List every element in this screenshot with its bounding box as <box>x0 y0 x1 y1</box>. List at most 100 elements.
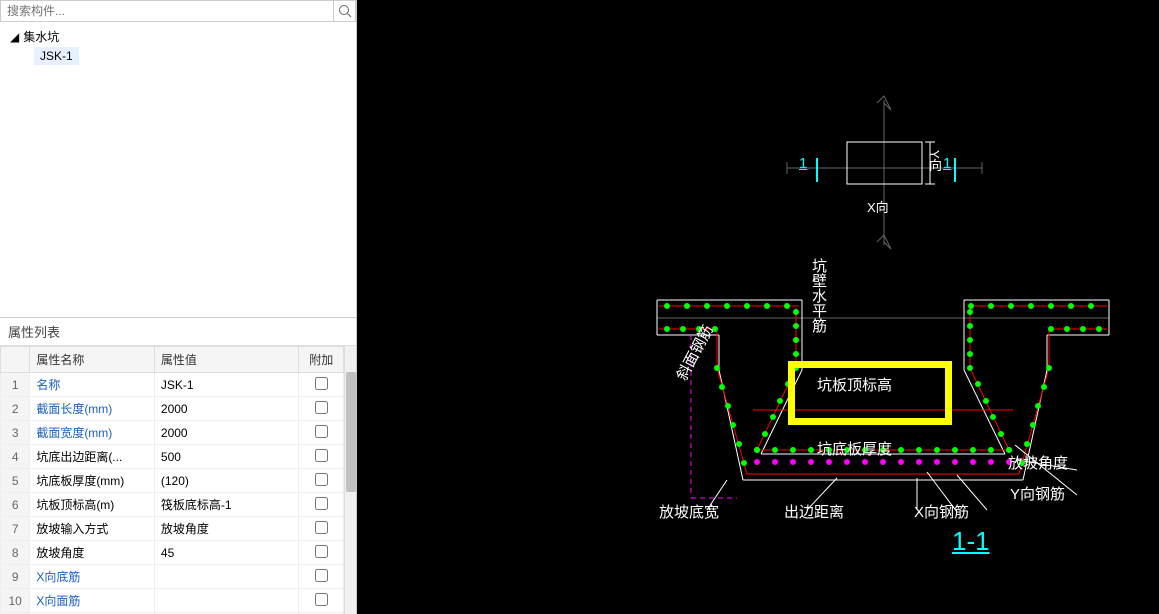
col-num <box>1 347 30 373</box>
prop-name-cell[interactable]: 坑底板厚度(mm) <box>30 469 155 493</box>
rebar-dot <box>793 351 799 357</box>
rebar-dot <box>664 303 670 309</box>
rebar-dot <box>714 365 720 371</box>
row-number: 6 <box>1 493 30 517</box>
table-row[interactable]: 9 X向底筋 <box>1 565 344 589</box>
col-name: 属性名称 <box>30 347 155 373</box>
table-row[interactable]: 3 截面宽度(mm) 2000 <box>1 421 344 445</box>
prop-name-cell[interactable]: 名称 <box>30 373 155 397</box>
prop-extra-cell[interactable] <box>299 493 344 517</box>
prop-value-cell[interactable]: 2000 <box>154 421 299 445</box>
extra-checkbox[interactable] <box>315 569 328 582</box>
rebar-dot <box>862 459 868 465</box>
rebar-dot <box>1048 326 1054 332</box>
x-rebar-label: X向钢筋 <box>914 501 969 522</box>
rebar-dot <box>808 447 814 453</box>
row-number: 7 <box>1 517 30 541</box>
prop-value-cell[interactable]: 2000 <box>154 397 299 421</box>
prop-name-cell[interactable]: X向底筋 <box>30 565 155 589</box>
rebar-dot <box>998 431 1004 437</box>
prop-value-cell[interactable]: 500 <box>154 445 299 469</box>
prop-name-cell[interactable]: 坑板顶标高(m) <box>30 493 155 517</box>
table-row[interactable]: 4 坑底出边距离(... 500 <box>1 445 344 469</box>
search-icon[interactable] <box>333 0 355 22</box>
prop-extra-cell[interactable] <box>299 541 344 565</box>
tree-root-item[interactable]: ◢ 集水坑 <box>6 26 350 47</box>
rebar-dot <box>808 459 814 465</box>
prop-name-cell[interactable]: 坑底出边距离(... <box>30 445 155 469</box>
prop-name-cell[interactable]: 截面长度(mm) <box>30 397 155 421</box>
out-distance-label: 出边距离 <box>784 501 844 522</box>
table-row[interactable]: 8 放坡角度 45 <box>1 541 344 565</box>
rebar-dot <box>844 459 850 465</box>
prop-value-cell[interactable]: 放坡角度 <box>154 517 299 541</box>
prop-extra-cell[interactable] <box>299 421 344 445</box>
rebar-dot <box>1008 303 1014 309</box>
rebar-dot <box>736 441 742 447</box>
row-number: 5 <box>1 469 30 493</box>
rebar-dot <box>1048 303 1054 309</box>
prop-name-cell[interactable]: X向面筋 <box>30 589 155 613</box>
prop-extra-cell[interactable] <box>299 373 344 397</box>
prop-value-cell[interactable]: 45 <box>154 541 299 565</box>
section-mark-right: 1 <box>943 155 951 172</box>
rebar-dot <box>744 303 750 309</box>
prop-extra-cell[interactable] <box>299 469 344 493</box>
table-row[interactable]: 2 截面长度(mm) 2000 <box>1 397 344 421</box>
tree-root-label: 集水坑 <box>23 28 59 45</box>
rebar-dot <box>790 459 796 465</box>
col-value: 属性值 <box>154 347 299 373</box>
rebar-dot <box>934 459 940 465</box>
table-row[interactable]: 6 坑板顶标高(m) 筏板底标高-1 <box>1 493 344 517</box>
extra-checkbox[interactable] <box>315 545 328 558</box>
prop-value-cell[interactable]: (120) <box>154 469 299 493</box>
extra-checkbox[interactable] <box>315 593 328 606</box>
prop-name-cell[interactable]: 放坡角度 <box>30 541 155 565</box>
prop-value-cell[interactable] <box>154 565 299 589</box>
rebar-dot <box>952 447 958 453</box>
prop-extra-cell[interactable] <box>299 517 344 541</box>
rebar-dot <box>1096 326 1102 332</box>
table-row[interactable]: 1 名称 JSK-1 <box>1 373 344 397</box>
section-title: 1-1 <box>952 526 990 557</box>
rebar-dot <box>793 323 799 329</box>
rebar-dot <box>754 447 760 453</box>
extra-checkbox[interactable] <box>315 425 328 438</box>
search-input[interactable] <box>1 2 333 20</box>
drawing-canvas[interactable]: 1 1 X向 Y向 坑壁水平筋 斜面钢筋 坑板顶标高 坑底板厚度 放坡角度 Y向… <box>357 0 1159 614</box>
extra-checkbox[interactable] <box>315 521 328 534</box>
extra-checkbox[interactable] <box>315 401 328 414</box>
rebar-dot <box>793 309 799 315</box>
rebar-dot <box>724 303 730 309</box>
prop-extra-cell[interactable] <box>299 565 344 589</box>
prop-name-cell[interactable]: 放坡输入方式 <box>30 517 155 541</box>
rebar-dot <box>826 459 832 465</box>
y-direction-label: Y向 <box>925 150 944 172</box>
tree-collapse-icon[interactable]: ◢ <box>10 30 19 44</box>
prop-extra-cell[interactable] <box>299 589 344 613</box>
left-panel: ◢ 集水坑 JSK-1 属性列表 属性名称 属性值 附加 1 名称 JSK-1 … <box>0 0 357 614</box>
prop-extra-cell[interactable] <box>299 397 344 421</box>
prop-value-cell[interactable]: 筏板底标高-1 <box>154 493 299 517</box>
prop-value-cell[interactable] <box>154 589 299 613</box>
rebar-dot <box>916 447 922 453</box>
table-row[interactable]: 10 X向面筋 <box>1 589 344 613</box>
tree-child-item[interactable]: JSK-1 <box>34 47 79 65</box>
extra-checkbox[interactable] <box>315 473 328 486</box>
prop-value-cell[interactable]: JSK-1 <box>154 373 299 397</box>
scrollbar-thumb[interactable] <box>346 372 356 492</box>
rebar-dot <box>1068 303 1074 309</box>
table-row[interactable]: 7 放坡输入方式 放坡角度 <box>1 517 344 541</box>
prop-name-cell[interactable]: 截面宽度(mm) <box>30 421 155 445</box>
prop-extra-cell[interactable] <box>299 445 344 469</box>
properties-header: 属性列表 <box>0 318 356 346</box>
properties-scrollbar[interactable] <box>344 346 356 614</box>
rebar-dot <box>772 447 778 453</box>
extra-checkbox[interactable] <box>315 377 328 390</box>
extra-checkbox[interactable] <box>315 497 328 510</box>
section-mark-left: 1 <box>799 155 807 172</box>
table-row[interactable]: 5 坑底板厚度(mm) (120) <box>1 469 344 493</box>
extra-checkbox[interactable] <box>315 449 328 462</box>
rebar-dot <box>754 459 760 465</box>
rebar-dot <box>764 303 770 309</box>
